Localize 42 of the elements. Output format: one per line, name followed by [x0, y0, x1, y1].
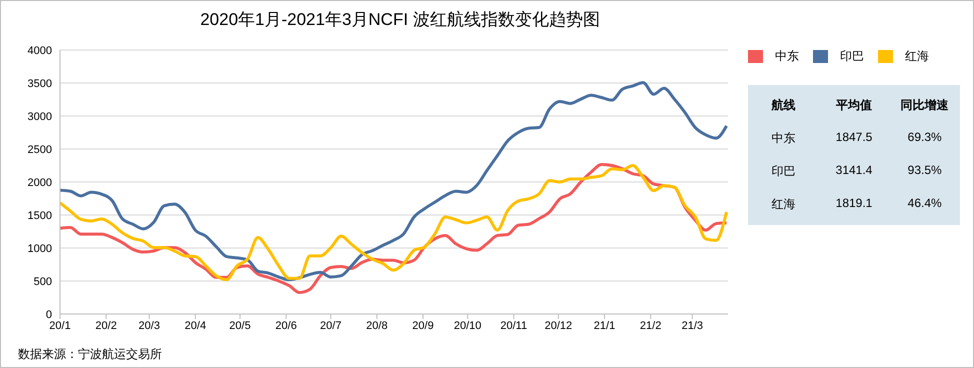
x-tick-label: 20/8 — [366, 320, 388, 332]
text: 69.3% — [906, 129, 943, 146]
line-series — [60, 81, 728, 282]
text: 航线 — [770, 97, 796, 114]
x-tick-label: 20/12 — [544, 320, 572, 332]
y-tick-label: 3000 — [28, 110, 52, 123]
text: 3141.4 — [834, 162, 874, 179]
x-tick-label: 20/2 — [95, 320, 117, 332]
y-tick-label: 4000 — [28, 44, 52, 57]
chart-title: 2020年1月-2021年3月NCFI 波红航线指数变化趋势图 — [199, 9, 601, 31]
x-tick-label: 20/3 — [138, 320, 160, 332]
text: 1819.1 — [834, 195, 874, 212]
x-tick-label: 20/9 — [412, 320, 434, 332]
text: 1847.5 — [834, 129, 874, 146]
y-tick-label: 1000 — [28, 242, 52, 255]
text: 同比增速 — [900, 97, 950, 114]
legend-label: 中东 — [775, 48, 799, 65]
text: 印巴 — [770, 163, 796, 180]
x-tick-label: 20/4 — [184, 320, 206, 332]
y-tick-label: 500 — [34, 276, 52, 288]
x-tick-label: 20/1 — [49, 320, 71, 332]
text: 中东 — [770, 130, 796, 147]
legend-label: 红海 — [905, 48, 929, 65]
x-tick-label: 20/7 — [320, 320, 342, 332]
text: 93.5% — [906, 162, 943, 179]
y-tick-label: 0 — [46, 308, 52, 321]
x-tick-label: 21/3 — [682, 320, 704, 332]
legend-label: 印巴 — [840, 48, 864, 65]
y-tick-label: 2000 — [28, 176, 52, 189]
text: 红海 — [770, 196, 796, 213]
x-tick-label: 20/6 — [275, 320, 297, 332]
text: 平均值 — [834, 97, 873, 114]
text: 46.4% — [906, 195, 943, 212]
y-tick-label: 1500 — [28, 210, 52, 222]
x-tick-label: 21/1 — [594, 320, 616, 332]
y-tick-label: 2500 — [28, 144, 52, 156]
x-tick-label: 21/2 — [640, 320, 662, 332]
x-tick-label: 20/5 — [229, 320, 251, 332]
y-tick-label: 3500 — [28, 78, 52, 90]
x-tick-label: 20/10 — [454, 320, 482, 332]
source-note: 数据来源：宁波航运交易所 — [18, 346, 162, 363]
x-tick-label: 20/11 — [500, 320, 528, 332]
